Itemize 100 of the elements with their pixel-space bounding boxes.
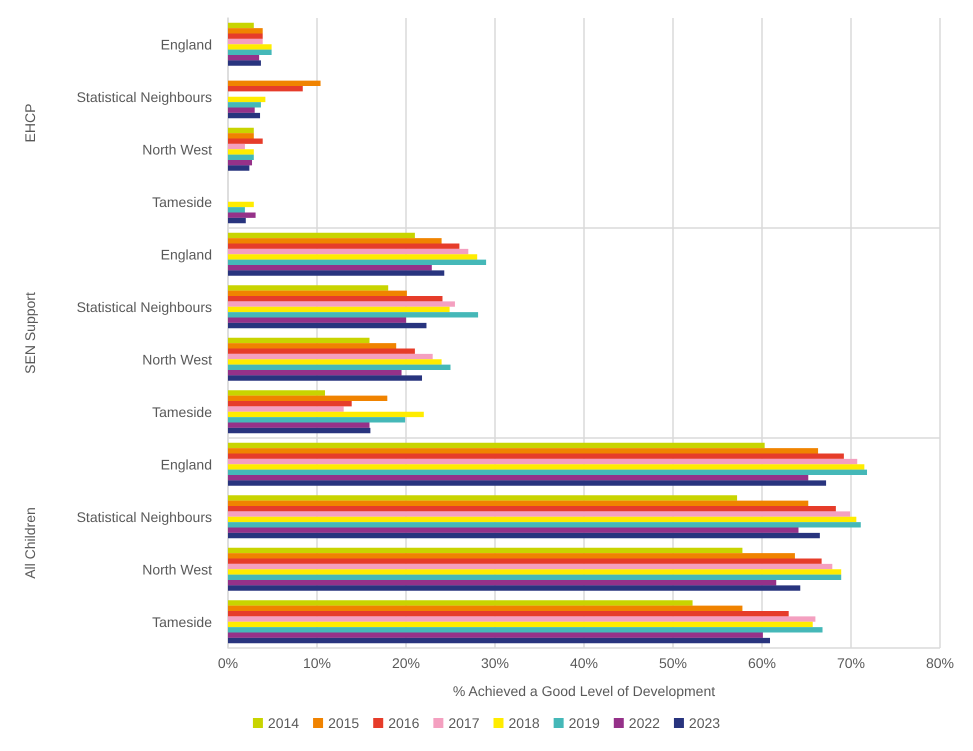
bar [228, 260, 486, 266]
bar [228, 160, 252, 166]
bar [228, 149, 254, 155]
bar [228, 606, 742, 611]
y-tick-label: North West [142, 141, 212, 158]
bar [228, 80, 321, 86]
bar [228, 548, 742, 554]
legend-label: 2019 [568, 715, 600, 731]
bar [228, 632, 763, 638]
y-tick-label: England [160, 36, 212, 52]
bar [228, 354, 433, 360]
bar [228, 102, 261, 108]
y-tick-label: North West [142, 351, 212, 368]
legend-label: 2015 [328, 715, 360, 731]
bar [228, 400, 352, 406]
bar [228, 516, 856, 522]
bar [228, 322, 426, 328]
bar [228, 622, 813, 628]
legend-label: 2022 [628, 715, 660, 731]
bar [228, 243, 460, 249]
bar [228, 569, 842, 575]
x-tick-label: 20% [392, 655, 420, 671]
y-tick-label: North West [142, 561, 212, 578]
x-tick-label: 60% [748, 655, 776, 671]
bar [228, 610, 789, 616]
bar [228, 417, 406, 423]
bar [228, 585, 800, 591]
bar [228, 564, 832, 570]
bar [228, 296, 442, 302]
bar [228, 285, 388, 291]
x-tick-label: 30% [480, 655, 510, 671]
bar [228, 448, 818, 454]
y-tick-label: Tameside [152, 194, 212, 210]
legend-label: 2017 [448, 715, 480, 731]
bar [228, 580, 776, 586]
bar [228, 511, 850, 517]
y-tick-label: Tameside [152, 614, 212, 630]
bar [228, 207, 245, 213]
y-tick-label: England [160, 246, 212, 262]
bar [228, 574, 842, 580]
bar [228, 480, 826, 486]
bar [228, 359, 442, 365]
legend-label: 2016 [388, 715, 420, 731]
bar [228, 28, 263, 34]
x-tick-label: 50% [658, 655, 688, 671]
bar [228, 96, 266, 102]
bar [228, 627, 823, 633]
y-tick-label: Tameside [152, 404, 212, 420]
bar [228, 616, 816, 622]
bar [228, 390, 326, 396]
legend-label: 2023 [688, 715, 720, 731]
bar [228, 428, 370, 434]
y-tick-label: Statistical Neighbours [76, 508, 212, 525]
text: SEN Support [22, 292, 38, 374]
bar [228, 638, 770, 644]
bar [228, 212, 256, 218]
bar [228, 238, 442, 244]
bar [228, 532, 820, 538]
bar [228, 553, 795, 558]
bar [228, 406, 344, 412]
bar [228, 138, 263, 144]
x-axis-title: % Achieved a Good Level of Development [452, 683, 716, 699]
legend-label: 2018 [508, 715, 540, 731]
bar [228, 112, 260, 118]
bar [228, 128, 254, 134]
bar [228, 60, 261, 66]
bar [228, 500, 808, 506]
bar [228, 38, 263, 44]
bar [228, 144, 245, 150]
bar [228, 370, 402, 376]
bar [228, 50, 272, 56]
bar [228, 270, 444, 276]
bar [228, 306, 450, 312]
bar [228, 86, 303, 92]
y-tick-label: Statistical Neighbours [76, 298, 212, 315]
bar [228, 348, 415, 354]
bar [228, 22, 254, 28]
bar [228, 154, 254, 160]
bar [228, 558, 822, 564]
bar [228, 218, 246, 224]
bar [228, 108, 255, 113]
bar [228, 458, 858, 464]
bar [228, 522, 861, 528]
x-tick-label: 80% [926, 655, 954, 671]
y-tick-label: Statistical Neighbours [76, 88, 212, 105]
text: EHCP [22, 104, 38, 142]
bar [228, 338, 370, 344]
bar [228, 290, 407, 296]
bar [228, 44, 272, 50]
bar [228, 232, 415, 238]
bar [228, 202, 254, 208]
legend-label: 2014 [268, 715, 300, 731]
bar [228, 33, 263, 39]
bar [228, 470, 868, 476]
bar [228, 506, 836, 512]
bar [228, 422, 370, 428]
x-tick-label: 40% [570, 655, 598, 671]
bar [228, 301, 455, 307]
bar [228, 343, 396, 348]
bar [228, 133, 254, 138]
